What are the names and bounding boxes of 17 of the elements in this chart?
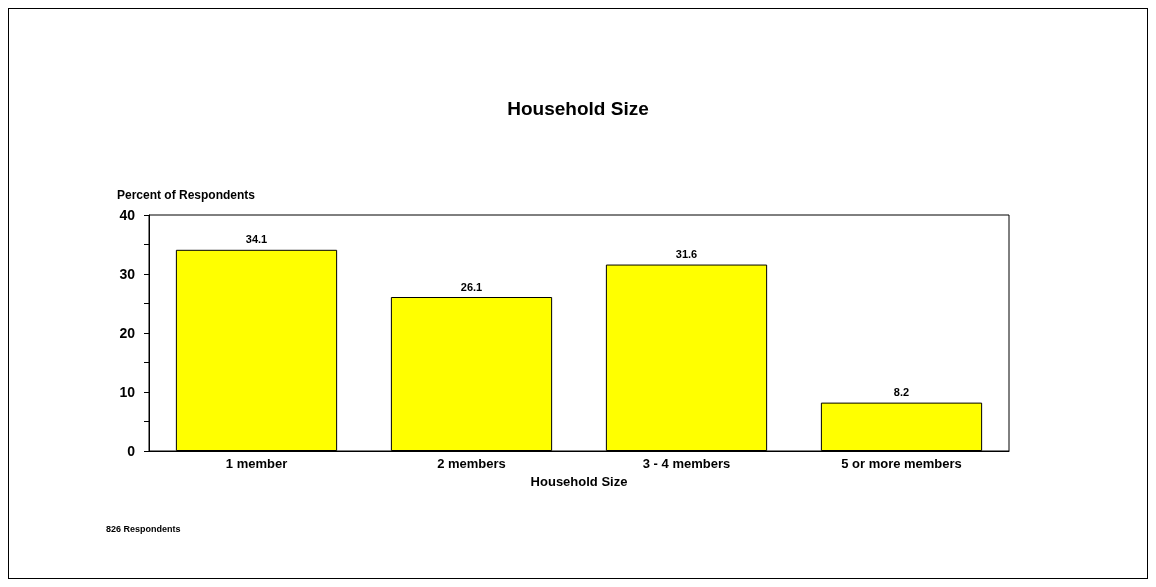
data-label: 8.2 <box>893 386 910 399</box>
x-axis-title: Household Size <box>530 474 628 489</box>
y-tick-label: 20 <box>119 325 136 341</box>
x-tick-label: 2 members <box>437 456 506 471</box>
y-tick-label: 10 <box>119 384 136 400</box>
y-tick-label: 0 <box>127 443 136 459</box>
y-axis-title: Percent of Respondents <box>117 188 256 202</box>
data-label: 34.1 <box>245 233 268 246</box>
chart-title: Household Size <box>507 98 649 119</box>
x-tick-label: 3 - 4 members <box>642 456 731 471</box>
text: 826 Respondents <box>106 523 181 534</box>
x-tick-label: 5 or more members <box>841 456 962 471</box>
y-tick-label: 30 <box>119 266 136 282</box>
data-label: 31.6 <box>675 248 698 261</box>
x-tick-label: 1 member <box>225 456 288 471</box>
data-label: 26.1 <box>460 280 483 293</box>
y-tick-label: 40 <box>119 207 136 223</box>
